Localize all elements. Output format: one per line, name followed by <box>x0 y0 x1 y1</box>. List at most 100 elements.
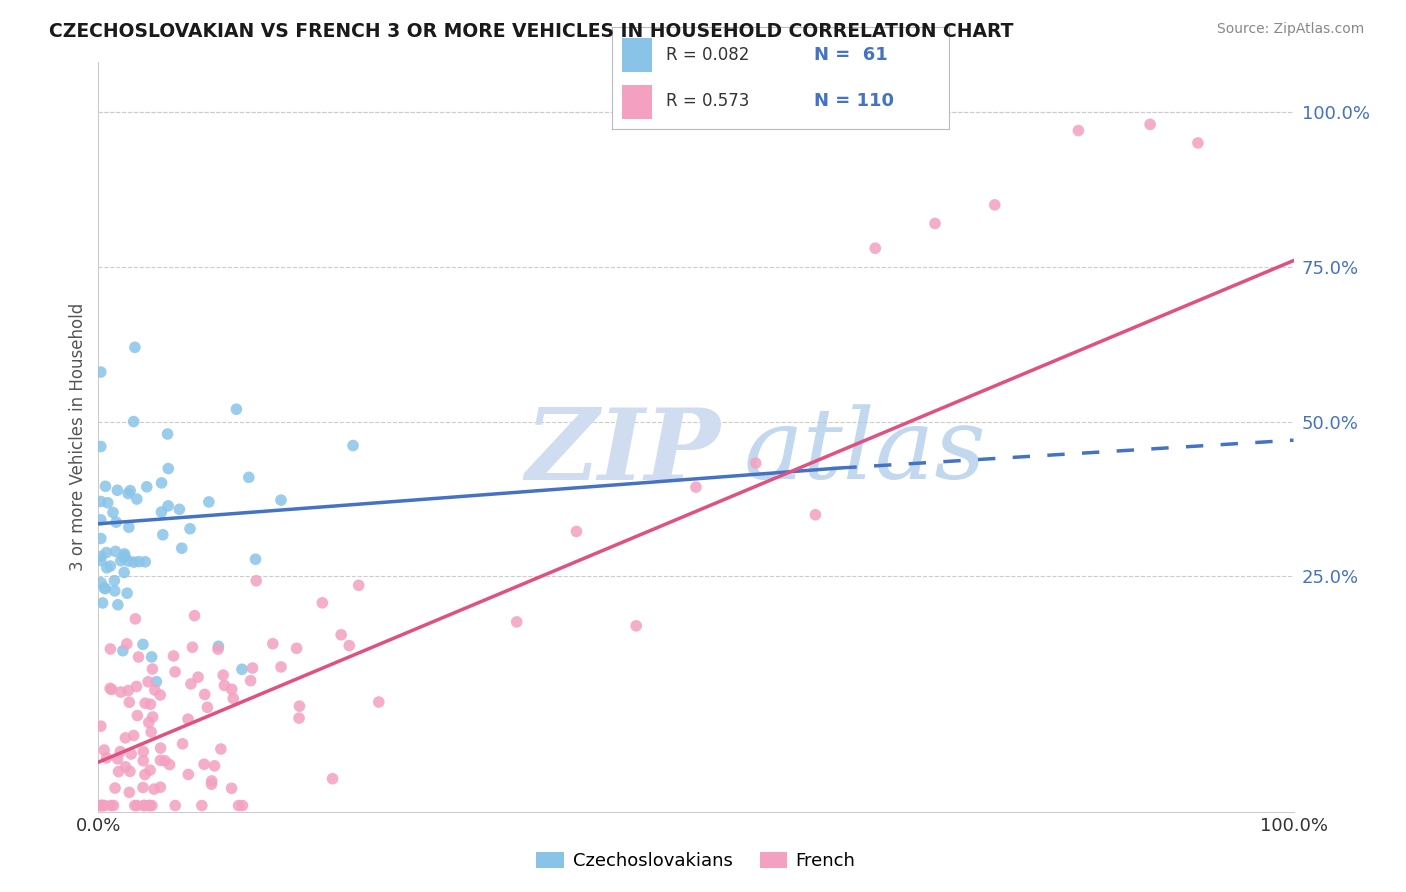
Point <box>124 340 146 354</box>
Point <box>804 508 827 522</box>
Point <box>118 785 141 799</box>
Point <box>238 470 260 484</box>
Point <box>127 708 149 723</box>
Point <box>149 688 172 702</box>
Y-axis label: 3 or more Vehicles in Household: 3 or more Vehicles in Household <box>69 303 87 571</box>
Point <box>177 767 200 781</box>
Text: atlas: atlas <box>744 404 987 500</box>
Point <box>115 637 138 651</box>
Point <box>125 491 148 506</box>
Point <box>239 673 262 688</box>
Point <box>90 494 112 508</box>
Point <box>163 665 186 679</box>
Point <box>322 772 344 786</box>
Point <box>90 553 112 567</box>
Point <box>170 541 193 556</box>
Point <box>209 742 232 756</box>
Point <box>924 216 946 230</box>
Point <box>231 662 253 676</box>
Point <box>143 782 166 797</box>
Text: N = 110: N = 110 <box>814 92 894 110</box>
Point <box>100 642 122 657</box>
Point <box>128 650 150 665</box>
Point <box>865 241 887 255</box>
Point <box>139 763 162 777</box>
Point <box>285 641 308 656</box>
Point <box>172 737 194 751</box>
Point <box>221 781 243 796</box>
Point <box>94 582 117 596</box>
Point <box>112 566 135 580</box>
Point <box>118 695 141 709</box>
Text: ZIP: ZIP <box>524 404 720 500</box>
Point <box>162 648 184 663</box>
Point <box>288 699 311 714</box>
Point <box>117 683 139 698</box>
Point <box>149 753 172 767</box>
Point <box>122 415 145 429</box>
Point <box>245 552 267 566</box>
Point <box>115 586 138 600</box>
Point <box>103 798 125 813</box>
Point <box>231 798 253 813</box>
Point <box>134 696 156 710</box>
Point <box>105 515 128 529</box>
Point <box>212 668 235 682</box>
Point <box>90 798 112 813</box>
Point <box>183 608 205 623</box>
Point <box>201 774 224 789</box>
Point <box>200 777 222 791</box>
Point <box>90 532 112 546</box>
Point <box>245 574 267 588</box>
Point <box>93 798 115 813</box>
Point <box>626 619 648 633</box>
Point <box>180 677 202 691</box>
Point <box>120 747 142 761</box>
Point <box>107 598 129 612</box>
Point <box>134 798 156 813</box>
Text: R = 0.573: R = 0.573 <box>665 92 749 110</box>
Point <box>145 674 167 689</box>
Point <box>117 486 139 500</box>
Point <box>138 798 160 813</box>
FancyBboxPatch shape <box>621 38 652 72</box>
Point <box>96 545 118 559</box>
Point <box>110 745 132 759</box>
Text: Source: ZipAtlas.com: Source: ZipAtlas.com <box>1216 22 1364 37</box>
Point <box>150 475 173 490</box>
Point <box>193 757 215 772</box>
Text: N =  61: N = 61 <box>814 46 887 64</box>
Point <box>311 596 333 610</box>
Point <box>110 685 132 699</box>
Point <box>107 752 129 766</box>
Point <box>149 741 172 756</box>
Point <box>159 757 181 772</box>
Point <box>122 729 145 743</box>
Point <box>91 798 114 813</box>
Point <box>194 688 217 702</box>
Point <box>90 798 112 813</box>
Point <box>139 698 162 712</box>
Point <box>1067 123 1090 137</box>
Point <box>221 682 243 697</box>
Point <box>118 520 141 534</box>
Point <box>117 554 139 568</box>
Point <box>118 764 141 779</box>
Point <box>110 554 132 568</box>
Point <box>134 767 156 781</box>
Point <box>565 524 588 539</box>
Point <box>207 642 229 657</box>
Point <box>132 754 155 768</box>
Point <box>90 719 112 733</box>
Point <box>142 710 165 724</box>
Point <box>187 670 209 684</box>
Text: CZECHOSLOVAKIAN VS FRENCH 3 OR MORE VEHICLES IN HOUSEHOLD CORRELATION CHART: CZECHOSLOVAKIAN VS FRENCH 3 OR MORE VEHI… <box>49 22 1014 41</box>
Point <box>169 502 191 516</box>
Point <box>153 754 176 768</box>
Point <box>214 678 236 692</box>
Point <box>132 780 155 795</box>
Legend: Czechoslovakians, French: Czechoslovakians, French <box>529 845 863 878</box>
Point <box>124 612 146 626</box>
Point <box>90 440 112 454</box>
Point <box>347 578 370 592</box>
